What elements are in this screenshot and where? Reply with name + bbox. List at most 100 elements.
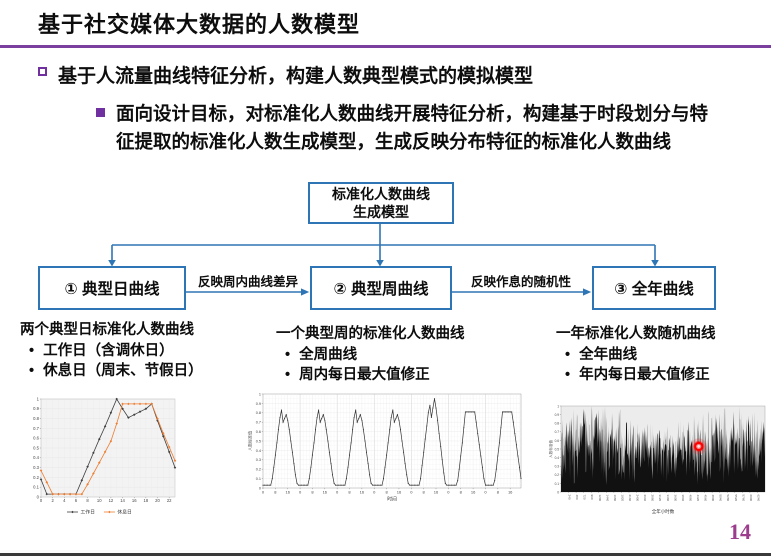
column-heading: 一年标准化人数随机曲线 <box>556 326 716 342</box>
bottom-divider <box>0 553 771 556</box>
bullet-dot-icon: • <box>29 342 35 359</box>
svg-text:4560: 4560 <box>704 495 708 502</box>
svg-text:16: 16 <box>132 498 137 503</box>
svg-text:0: 0 <box>447 489 450 494</box>
svg-text:0.2: 0.2 <box>33 475 39 480</box>
arrow2-label: 反映作息的随机性 <box>470 275 571 289</box>
svg-text:0: 0 <box>336 489 339 494</box>
svg-text:0: 0 <box>299 489 302 494</box>
svg-text:8: 8 <box>311 489 314 494</box>
svg-text:720: 720 <box>583 495 587 500</box>
typical-week-label: ② 典型周曲线 <box>333 281 429 298</box>
flowchart-box-typical-week: ② 典型周曲线 <box>310 266 452 310</box>
column-heading: 一个典型周的标准化人数曲线 <box>276 326 465 342</box>
svg-text:240: 240 <box>568 495 572 500</box>
list-item: • 休息日（周末、节假日） <box>20 361 203 382</box>
svg-text:0.8: 0.8 <box>555 422 560 426</box>
svg-text:0: 0 <box>557 490 559 494</box>
svg-text:0.4: 0.4 <box>555 456 560 460</box>
svg-text:4080: 4080 <box>688 495 692 502</box>
svg-text:0.7: 0.7 <box>33 426 39 431</box>
bullet-dot-icon: • <box>285 367 291 384</box>
svg-text:工作日: 工作日 <box>81 509 95 516</box>
svg-text:8: 8 <box>274 489 277 494</box>
sub-bullet: 面向设计目标，对标准化人数曲线开展特征分析，构建基于时段划分与特征提取的标准化人… <box>96 100 736 156</box>
svg-text:0.5: 0.5 <box>256 439 261 443</box>
bullet-dot-icon: • <box>565 346 571 363</box>
list-item: • 周内每日最大值修正 <box>276 365 465 386</box>
svg-text:10: 10 <box>97 498 102 503</box>
typical-day-label: ① 典型日曲线 <box>64 281 160 298</box>
root-box-line1: 标准化人数曲线 <box>332 185 430 202</box>
column-typical-day: 两个典型日标准化人数曲线 • 工作日（含调休日） • 休息日（周末、节假日） <box>20 320 203 382</box>
svg-text:0.3: 0.3 <box>555 465 560 469</box>
svg-text:16: 16 <box>323 489 328 494</box>
hollow-square-bullet-icon <box>38 67 47 76</box>
flowchart-box-annual: ③ 全年曲线 <box>592 266 716 310</box>
svg-text:0.5: 0.5 <box>33 445 39 450</box>
svg-text:4320: 4320 <box>696 495 700 502</box>
svg-text:20: 20 <box>155 498 160 503</box>
svg-text:960: 960 <box>590 495 594 500</box>
svg-text:2880: 2880 <box>651 495 655 502</box>
svg-text:休息日: 休息日 <box>117 509 131 516</box>
list-item: • 全年曲线 <box>556 345 716 366</box>
svg-text:0: 0 <box>37 494 40 499</box>
svg-text:0.1: 0.1 <box>256 477 261 481</box>
svg-text:0: 0 <box>40 498 43 503</box>
svg-text:1: 1 <box>557 404 559 408</box>
column-typical-week: 一个典型周的标准化人数曲线 • 全周曲线 • 周内每日最大值修正 <box>276 324 465 386</box>
svg-text:0.8: 0.8 <box>256 411 261 415</box>
svg-text:14: 14 <box>120 498 125 503</box>
svg-text:3120: 3120 <box>658 495 662 502</box>
svg-text:16: 16 <box>285 489 290 494</box>
svg-text:1440: 1440 <box>605 495 609 502</box>
main-bullet-text: 基于人流量曲线特征分析，构建人数典型模式的模拟模型 <box>58 66 534 87</box>
svg-text:5520: 5520 <box>734 495 738 502</box>
svg-text:时间: 时间 <box>387 496 397 503</box>
column-heading: 两个典型日标准化人数曲线 <box>20 322 194 338</box>
svg-text:0.6: 0.6 <box>256 430 261 434</box>
svg-text:0.1: 0.1 <box>33 485 39 490</box>
svg-text:5760: 5760 <box>741 495 745 502</box>
svg-text:2640: 2640 <box>643 495 647 502</box>
svg-text:1680: 1680 <box>613 495 617 502</box>
title-divider <box>0 45 771 48</box>
svg-text:4: 4 <box>63 498 66 503</box>
bullet-dot-icon: • <box>29 363 35 380</box>
svg-text:3360: 3360 <box>666 495 670 502</box>
svg-text:6: 6 <box>75 498 78 503</box>
svg-text:1: 1 <box>259 392 261 396</box>
svg-text:16: 16 <box>360 489 365 494</box>
sub-bullet-text: 面向设计目标，对标准化人数曲线开展特征分析，构建基于时段划分与特征提取的标准化人… <box>116 103 709 152</box>
svg-text:人数标准值: 人数标准值 <box>548 440 553 458</box>
svg-text:1: 1 <box>37 396 40 401</box>
svg-text:8: 8 <box>385 489 388 494</box>
svg-text:1920: 1920 <box>620 495 624 502</box>
arrow1-label: 反映周内曲线差异 <box>197 275 298 289</box>
svg-text:5040: 5040 <box>719 495 723 502</box>
svg-text:8: 8 <box>348 489 351 494</box>
svg-text:16: 16 <box>471 489 476 494</box>
svg-text:16: 16 <box>434 489 439 494</box>
svg-text:0.6: 0.6 <box>555 439 560 443</box>
svg-text:1200: 1200 <box>598 495 602 502</box>
list-item: • 年内每日最大值修正 <box>556 365 716 386</box>
svg-text:8: 8 <box>497 489 500 494</box>
typical-week-chart: 0 0.1 0.2 0.3 0.4 0.5 0.6 0.7 0.8 0.9 1 0 8 16 0 8 16 0 8 1… <box>247 392 522 503</box>
annual-label: ③ 全年曲线 <box>614 281 694 298</box>
svg-text:2160: 2160 <box>628 495 632 502</box>
svg-text:6240: 6240 <box>756 495 760 502</box>
svg-text:480: 480 <box>575 495 579 500</box>
svg-text:8: 8 <box>423 489 426 494</box>
svg-text:6000: 6000 <box>749 495 753 502</box>
svg-text:0.1: 0.1 <box>555 482 560 486</box>
svg-text:3600: 3600 <box>673 495 677 502</box>
main-bullet: 基于人流量曲线特征分析，构建人数典型模式的模拟模型 <box>38 61 533 88</box>
svg-text:全年小时数: 全年小时数 <box>652 508 675 515</box>
svg-text:4800: 4800 <box>711 495 715 502</box>
typical-day-chart: 00.10.20.30.40.50.60.70.80.910 2 4 6 8 10 12 14… <box>33 396 177 516</box>
svg-text:0: 0 <box>373 489 376 494</box>
svg-text:22: 22 <box>167 498 172 503</box>
svg-text:0.7: 0.7 <box>555 430 560 434</box>
